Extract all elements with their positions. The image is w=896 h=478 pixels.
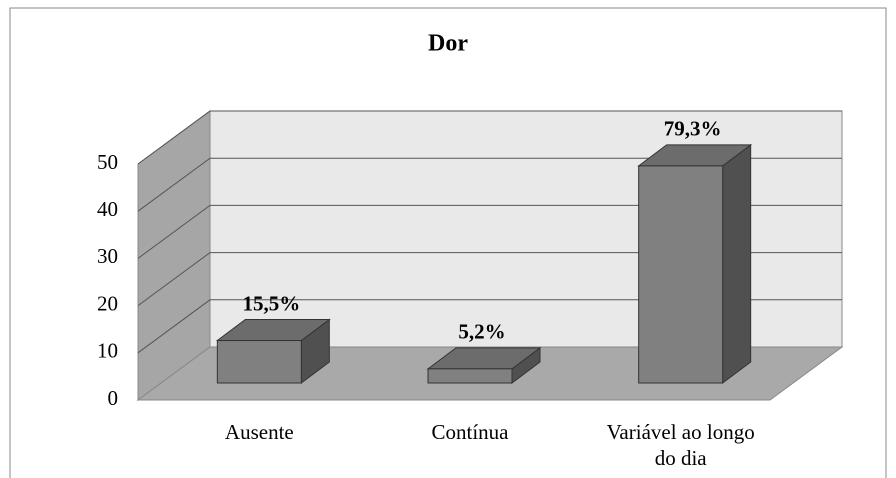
y-tick-label: 10 (97, 339, 118, 363)
bar (216, 340, 302, 384)
bar (638, 165, 724, 384)
grid-line (137, 299, 842, 354)
bar (427, 368, 513, 384)
x-tick-label: Contínua (431, 420, 509, 444)
grid-line (137, 157, 842, 212)
x-tick-label: Ausente (224, 420, 294, 444)
y-tick-label: 30 (97, 244, 118, 268)
data-label: 79,3% (664, 117, 722, 141)
x-tick-label: Variável ao longo do dia (606, 420, 755, 470)
data-label: 5,2% (458, 320, 505, 344)
y-tick-label: 50 (97, 150, 118, 174)
bar-side (722, 143, 752, 384)
y-tick-label: 20 (97, 291, 118, 315)
chart-title: Dor (428, 31, 468, 57)
grid-line (137, 252, 842, 307)
data-label: 15,5% (242, 291, 300, 315)
grid-line (137, 110, 842, 165)
y-tick-label: 0 (108, 386, 119, 410)
y-tick-label: 40 (97, 197, 118, 221)
grid-line (137, 204, 842, 259)
